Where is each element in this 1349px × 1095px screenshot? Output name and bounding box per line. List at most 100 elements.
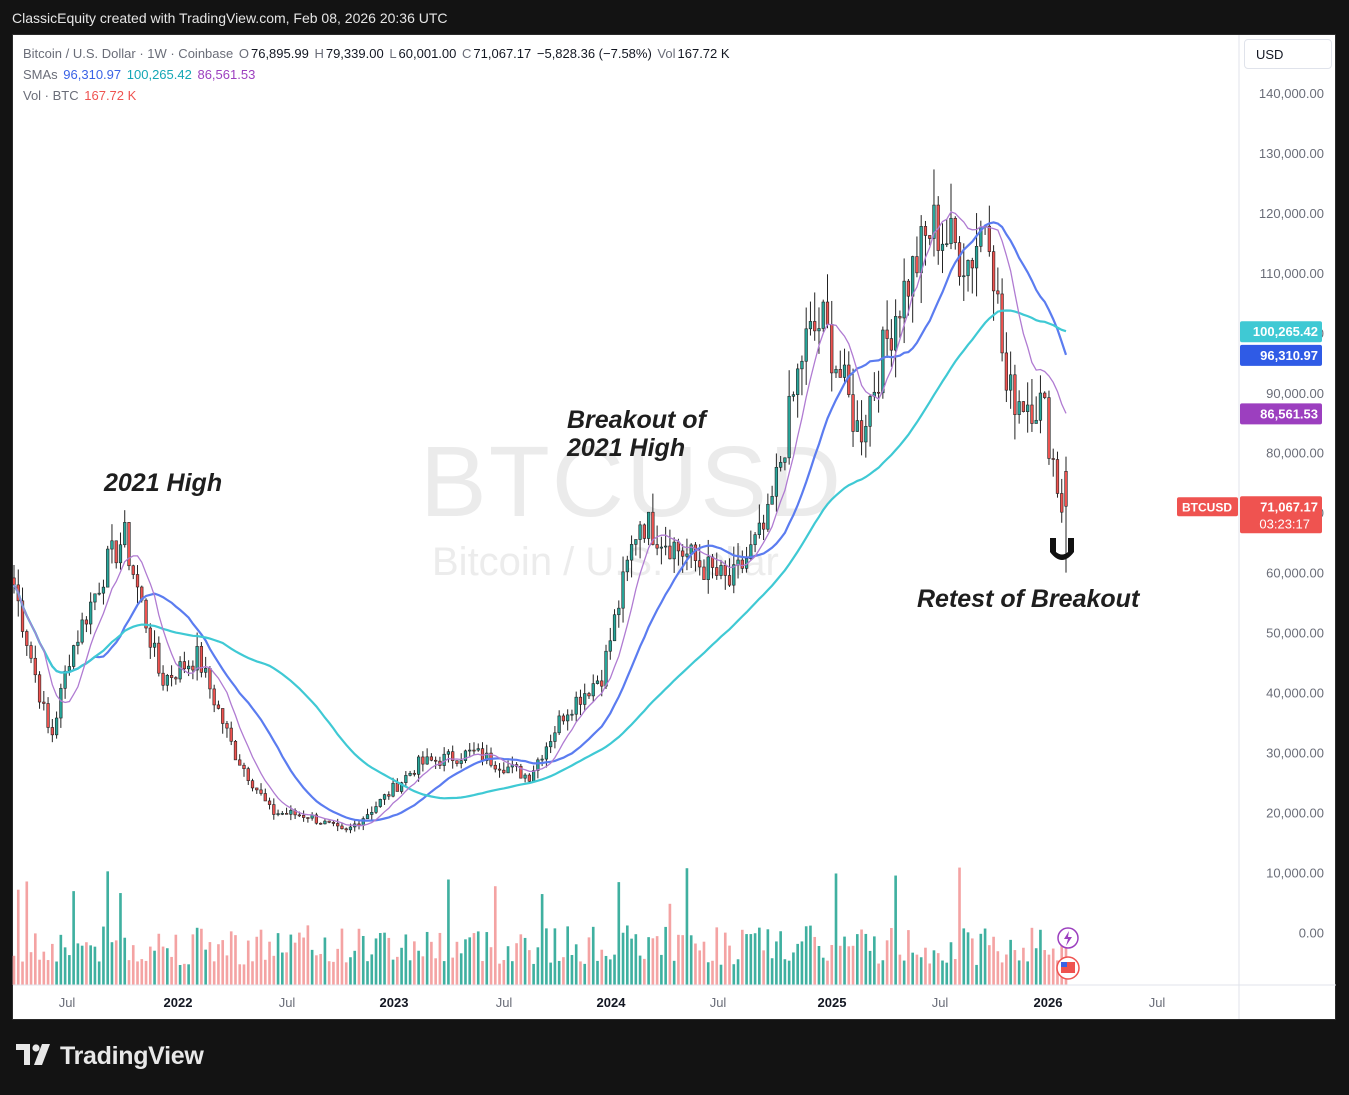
volume-bar [779, 931, 782, 985]
volume-bar [536, 947, 540, 985]
sma-line [13, 309, 1067, 800]
volume-bar [170, 956, 173, 985]
candle-body [540, 758, 544, 761]
y-tick-label: 120,000.00 [1259, 206, 1324, 221]
volume-bar [1000, 962, 1004, 985]
volume-bar [119, 893, 122, 985]
volume-bar [383, 932, 386, 985]
volume-bar [660, 954, 663, 985]
volume-bar [932, 950, 936, 985]
volume-bar [349, 957, 352, 985]
volume-bar [979, 933, 983, 985]
volume-bar [792, 952, 795, 985]
candle-body [421, 756, 425, 765]
candle-body [681, 550, 685, 557]
candle-body [429, 756, 434, 761]
candle-body [12, 577, 16, 586]
volume-bar [843, 936, 846, 985]
volume-bar [634, 934, 638, 985]
volume-bar [723, 932, 727, 985]
x-tick-label: Jul [496, 995, 513, 1010]
currency-button[interactable]: USD [1244, 39, 1332, 69]
volume-bar [225, 955, 229, 985]
candle-body [331, 822, 336, 824]
legend-volume-label: Vol [657, 46, 676, 61]
candle-body [595, 680, 600, 684]
volume-bar [988, 945, 991, 985]
y-tick-label: 130,000.00 [1259, 146, 1324, 161]
volume-bar [217, 944, 220, 985]
candle-body [702, 566, 706, 580]
volume-bar [293, 942, 297, 985]
candle-body [527, 774, 531, 782]
candle-body [165, 675, 169, 686]
candle-body [468, 749, 472, 752]
volume-bar [596, 960, 599, 985]
candle-body [906, 280, 911, 297]
candle-body [808, 321, 813, 330]
volume-bar [506, 946, 510, 985]
volume-bar [16, 889, 20, 985]
candle-body [804, 328, 808, 362]
sma-line [13, 211, 1067, 827]
volume-bar [655, 936, 659, 985]
candle-body [408, 772, 412, 776]
candle-body [374, 806, 378, 813]
legend-sma-row: SMAs 96,310.97 100,265.42 86,561.53 [23, 67, 257, 82]
volume-bar [992, 936, 995, 985]
volume-bar [911, 952, 914, 985]
magnet-icon [1050, 540, 1074, 560]
candle-body [966, 260, 970, 277]
volume-bar [1013, 950, 1017, 985]
volume-bar [127, 960, 131, 985]
candle-body [732, 564, 736, 586]
candle-body [629, 544, 634, 561]
volume-bar [12, 955, 16, 985]
candle-body [894, 316, 898, 351]
volume-bar [298, 932, 301, 985]
candle-body [557, 715, 561, 734]
candle-body [199, 646, 204, 673]
candle-body [800, 360, 804, 370]
candle-body [672, 541, 676, 560]
x-tick-label: Jul [59, 995, 76, 1010]
volume-bar [574, 944, 578, 985]
annotation-breakout-line2: 2021 High [567, 434, 686, 462]
candle-body [395, 782, 399, 792]
candle-body [612, 614, 617, 642]
volume-bar [975, 964, 978, 985]
volume-bar [183, 963, 186, 985]
candle-body [276, 813, 280, 815]
candle-body [225, 723, 229, 729]
volume-bar [677, 934, 680, 985]
candle-body [485, 752, 489, 761]
candle-body [182, 661, 186, 670]
candle-body [974, 246, 979, 269]
volume-bar [745, 934, 748, 985]
candle-body [152, 642, 157, 648]
candle-body [178, 661, 182, 680]
y-tick-label: 80,000.00 [1266, 446, 1324, 461]
candle-body [949, 217, 953, 245]
candle-body [280, 813, 284, 815]
volume-bar [698, 950, 702, 985]
legend-low: 60,001.00 [398, 46, 457, 61]
candle-body [821, 301, 825, 329]
candle-body [161, 672, 165, 686]
volume-bar [459, 953, 463, 985]
candle-body [855, 420, 859, 432]
candle-body [834, 369, 838, 374]
candle-body [898, 316, 902, 319]
candle-body [42, 701, 46, 704]
chart-frame[interactable] [12, 34, 1336, 1020]
volume-bar [276, 933, 280, 985]
lightning-glyph-icon [1064, 931, 1072, 946]
volume-bar [263, 959, 267, 985]
candle-body [404, 775, 408, 783]
volume-bar [131, 945, 135, 985]
volume-bar [76, 943, 80, 985]
volume-bar [80, 945, 84, 985]
volume-bar [1009, 939, 1012, 985]
legend-open: 76,895.99 [250, 46, 309, 61]
